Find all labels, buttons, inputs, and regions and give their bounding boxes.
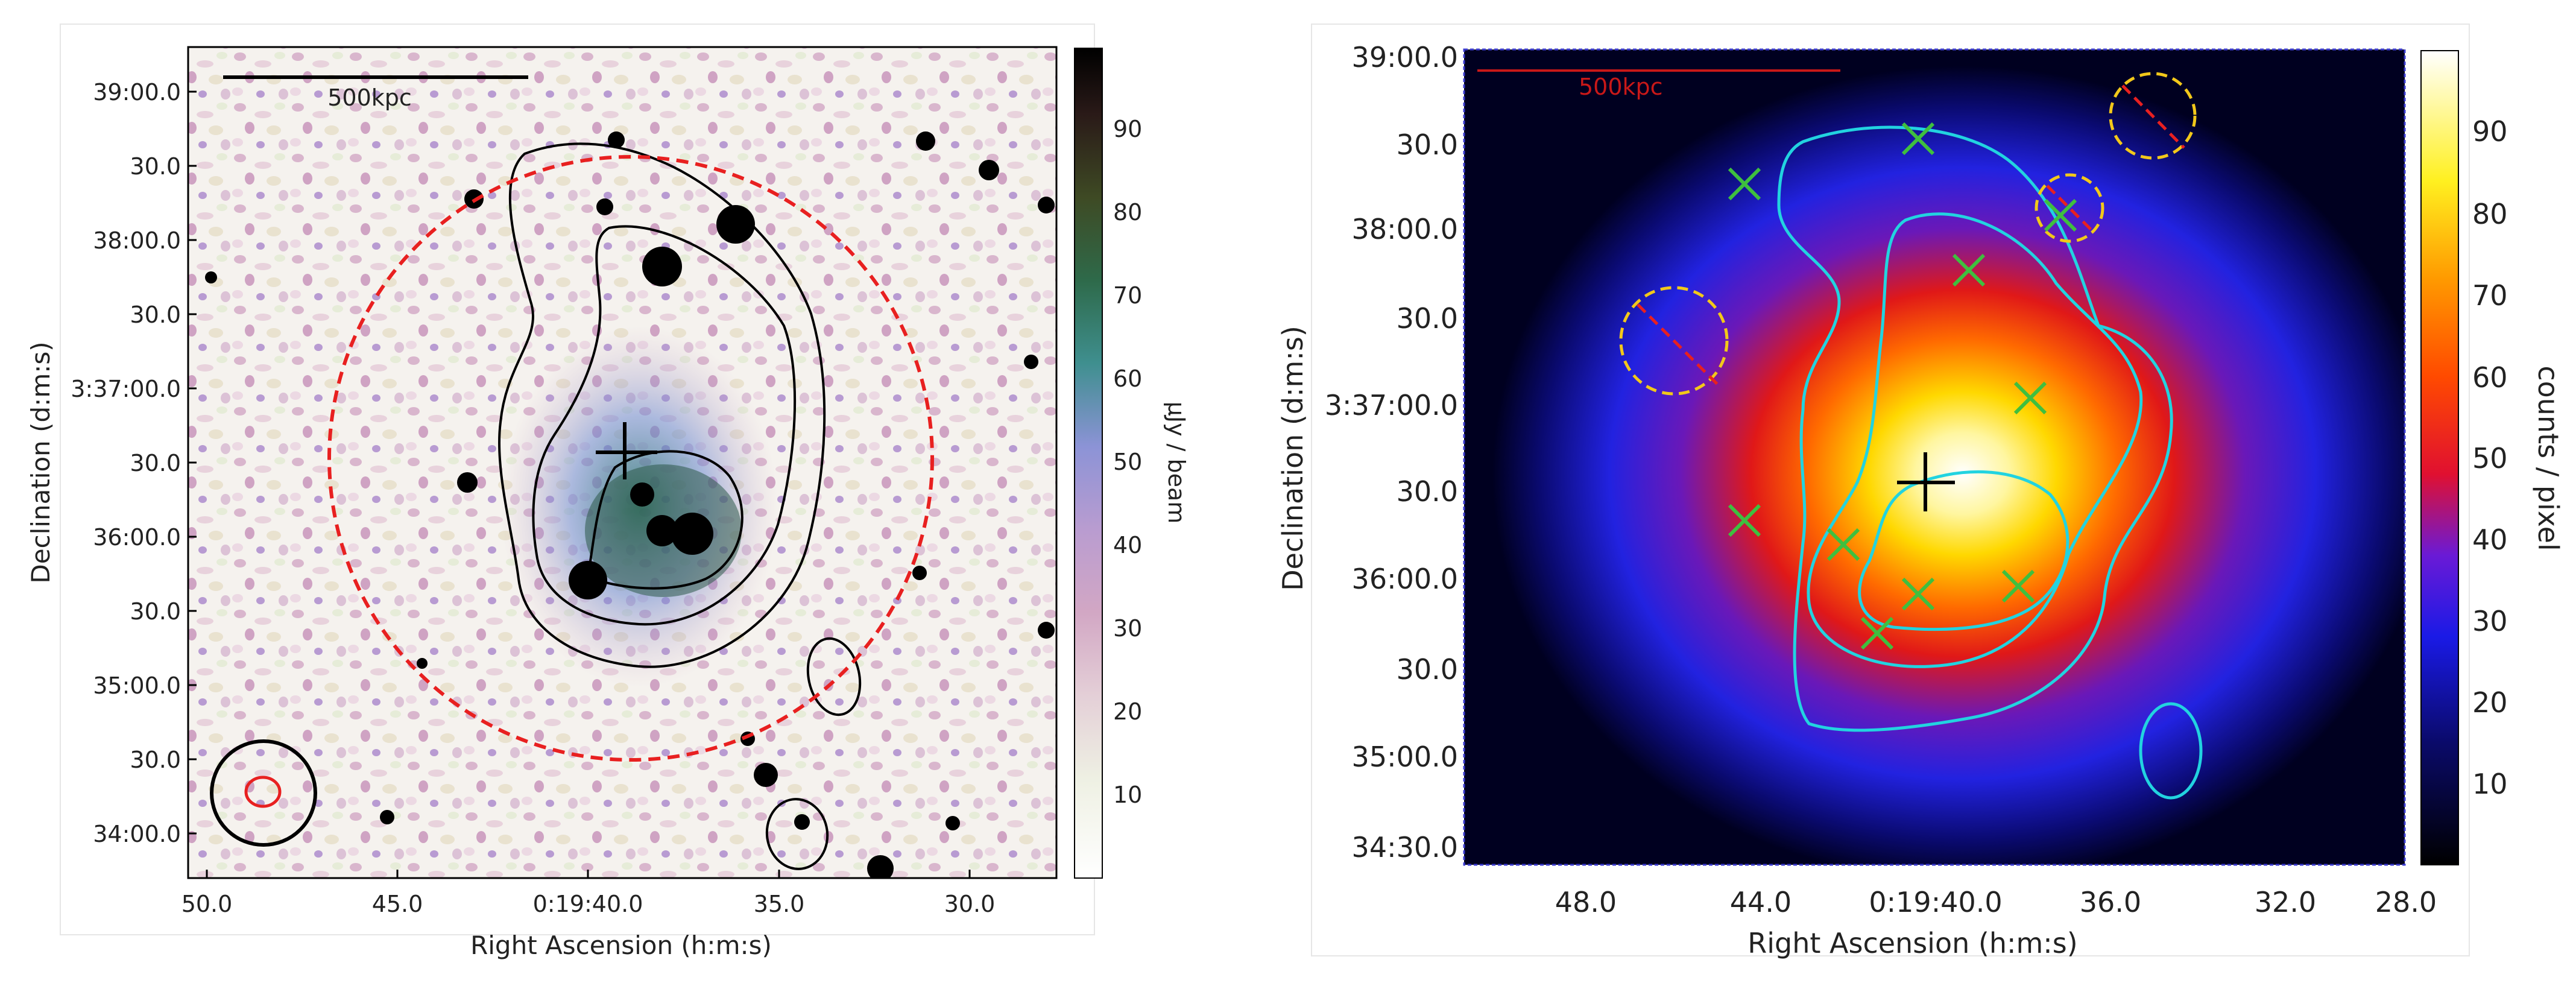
y-tick-label: 30.0 <box>130 302 181 328</box>
y-tick-label: 34:30.0 <box>1352 831 1458 864</box>
x-tick-label: 28.0 <box>2375 886 2437 918</box>
xray-colorbar-label: counts / pixel <box>2532 365 2565 551</box>
y-tick-label: 36:00.0 <box>93 524 181 551</box>
colorbar-tick-label: 30 <box>1113 615 1142 642</box>
radio-colorbar <box>1074 48 1103 879</box>
excluded-point-sources <box>1619 72 2197 396</box>
x-tick-label: 0:19:40.0 <box>1869 886 2002 918</box>
y-tick-label: 34:00.0 <box>93 821 181 847</box>
compact-sources <box>205 131 1055 878</box>
radio-colorbar-label: μJy / beam <box>1163 402 1190 524</box>
xray-contours <box>1777 125 2203 800</box>
colorbar-tick-label: 60 <box>1113 365 1142 392</box>
colorbar-tick-label: 60 <box>2472 361 2508 394</box>
x-tick-label: 32.0 <box>2255 886 2316 918</box>
x-tick-label: 45.0 <box>372 891 423 917</box>
x-tick-label: 44.0 <box>1730 886 1792 918</box>
colorbar-tick-label: 20 <box>1113 698 1142 725</box>
xray-image: 500kpc <box>1464 49 2405 865</box>
radio-x-axis-title: Right Ascension (h:m:s) <box>470 931 772 960</box>
xray-panel: 500kpc 39:00.0 30.0 38:00.0 30.0 3:37:00.0 30… <box>1277 24 2565 959</box>
y-tick-label: 3:37:00.0 <box>1325 389 1458 422</box>
y-tick-label: 30.0 <box>130 153 181 180</box>
x-tick-label: 35.0 <box>754 891 805 917</box>
y-tick-label: 30.0 <box>130 450 181 476</box>
x-tick-label: 36.0 <box>2080 886 2141 918</box>
beam-outer-circle <box>210 739 317 847</box>
y-tick-label: 36:00.0 <box>1352 563 1458 595</box>
colorbar-tick-label: 40 <box>2472 523 2508 556</box>
y-tick-label: 35:00.0 <box>93 672 181 699</box>
y-tick-label: 30.0 <box>1397 128 1458 161</box>
colorbar-tick-label: 80 <box>1113 199 1142 226</box>
radio-panel: 500kpc 39:00.0 30.0 38:00.0 30.0 3:37:00.0 30… <box>26 24 1190 960</box>
scale-bar-label-xray: 500kpc <box>1579 74 1663 100</box>
y-tick-label: 38:00.0 <box>93 227 181 254</box>
y-tick-label: 30.0 <box>1397 653 1458 686</box>
colorbar-tick-label: 90 <box>1113 116 1142 142</box>
colorbar-tick-label: 10 <box>1113 782 1142 808</box>
xray-center-cross <box>1897 452 1955 511</box>
y-tick-label: 30.0 <box>1397 475 1458 508</box>
xray-y-tick-labels: 39:00.0 30.0 38:00.0 30.0 3:37:00.0 30.0 36:00… <box>1325 41 1458 864</box>
radio-image: 500kpc <box>188 47 1056 878</box>
cluster-r500-circle <box>327 155 934 762</box>
radio-colorbar-tick-labels: 90 80 70 60 50 40 30 20 10 <box>1113 116 1142 808</box>
xray-x-axis-title: Right Ascension (h:m:s) <box>1747 927 2077 959</box>
y-tick-label: 35:00.0 <box>1352 741 1458 773</box>
xray-colorbar <box>2420 50 2459 865</box>
colorbar-tick-label: 70 <box>1113 282 1142 309</box>
colorbar-tick-label: 10 <box>2472 768 2508 800</box>
colorbar-tick-label: 20 <box>2472 686 2508 719</box>
cluster-center-cross <box>596 422 657 479</box>
x-tick-label: 50.0 <box>182 891 233 917</box>
y-tick-label: 39:00.0 <box>93 79 181 106</box>
colorbar-tick-label: 30 <box>2472 605 2508 637</box>
colorbar-tick-label: 40 <box>1113 532 1142 558</box>
xray-y-axis-title: Declination (d:m:s) <box>1277 326 1309 591</box>
xray-x-tick-labels: 48.0 44.0 0:19:40.0 36.0 32.0 28.0 <box>1555 886 2437 918</box>
colorbar-tick-label: 70 <box>2472 279 2508 312</box>
y-tick-label: 30.0 <box>130 747 181 773</box>
y-tick-label: 38:00.0 <box>1352 213 1458 245</box>
colorbar-tick-label: 50 <box>2472 442 2508 475</box>
x-tick-label: 30.0 <box>944 891 996 917</box>
radio-contours <box>498 142 862 870</box>
x-tick-label: 48.0 <box>1555 886 1617 918</box>
member-galaxy-markers <box>1728 122 2077 650</box>
xray-colorbar-tick-labels: 90 80 70 60 50 40 30 20 10 <box>2472 115 2508 800</box>
y-tick-label: 30.0 <box>1397 302 1458 335</box>
colorbar-tick-label: 50 <box>1113 449 1142 475</box>
radio-x-tick-labels: 50.0 45.0 0:19:40.0 35.0 30.0 <box>182 891 996 917</box>
colorbar-tick-label: 80 <box>2472 198 2508 230</box>
y-tick-label: 3:37:00.0 <box>71 376 181 402</box>
colorbar-tick-label: 90 <box>2472 115 2508 148</box>
radio-y-axis-title: Declination (d:m:s) <box>26 341 55 583</box>
beam-inner-ellipse <box>244 776 282 808</box>
y-tick-label: 39:00.0 <box>1352 41 1458 74</box>
radio-tickmarks <box>188 90 971 878</box>
y-tick-label: 30.0 <box>130 598 181 625</box>
radio-y-tick-labels: 39:00.0 30.0 38:00.0 30.0 3:37:00.0 30.0 36:00… <box>71 79 181 847</box>
x-tick-label: 0:19:40.0 <box>533 891 643 917</box>
scale-bar-label-radio: 500kpc <box>327 84 412 111</box>
